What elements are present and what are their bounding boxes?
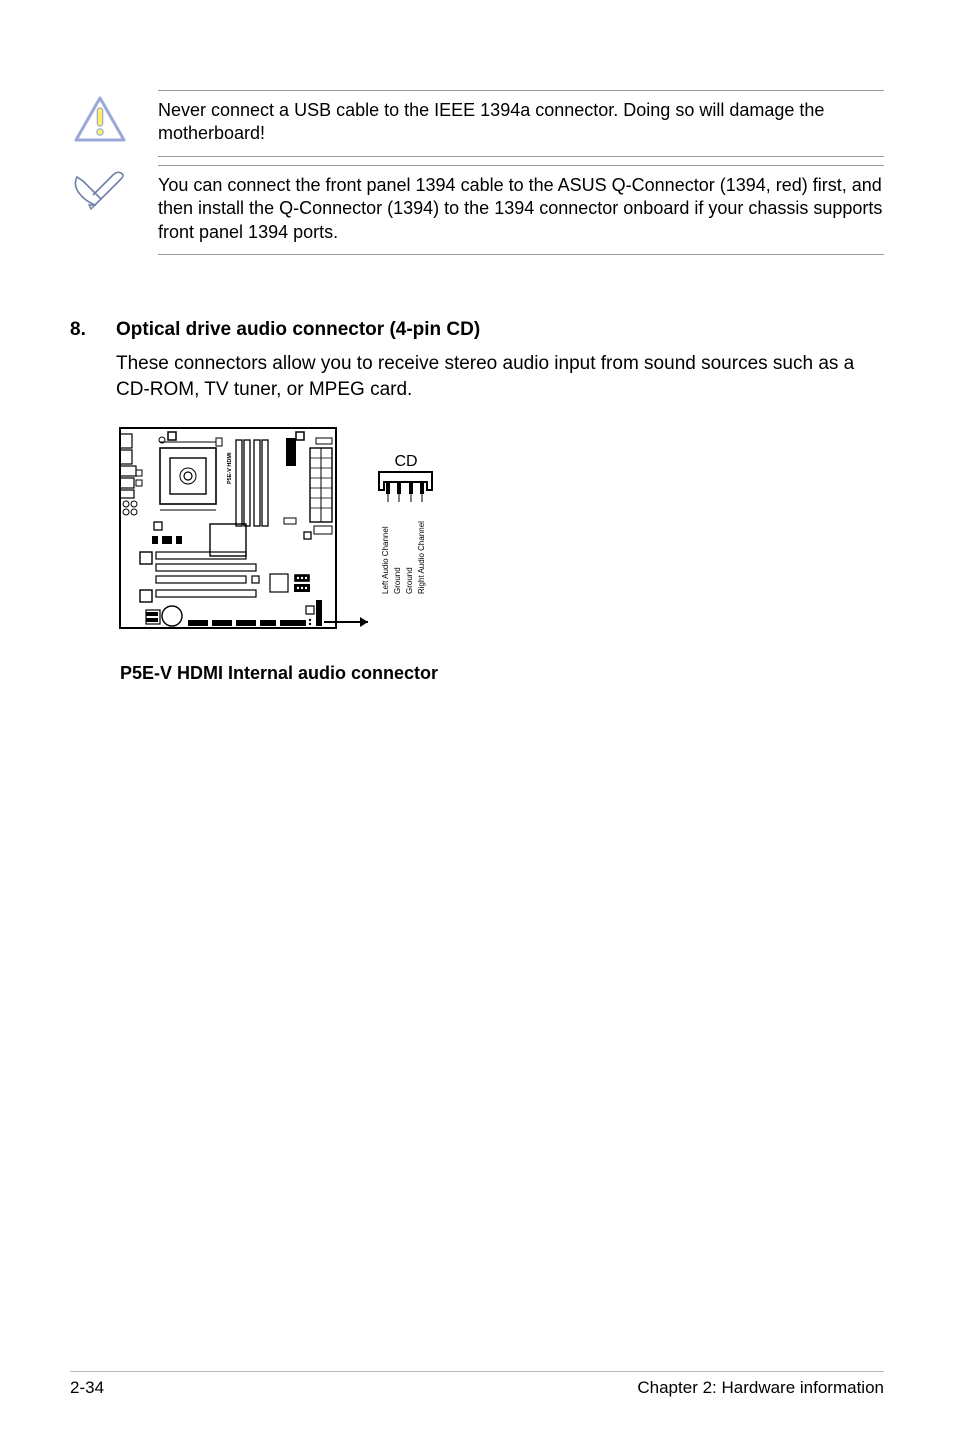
- section-8: 8. Optical drive audio connector (4-pin …: [70, 319, 884, 684]
- pin-label-1: Left Audio Channel: [381, 526, 390, 594]
- page-root: Never connect a USB cable to the IEEE 13…: [0, 0, 954, 1438]
- warning-note: Never connect a USB cable to the IEEE 13…: [70, 90, 884, 157]
- warning-text: Never connect a USB cable to the IEEE 13…: [158, 90, 884, 157]
- pin-label-3: Ground: [405, 568, 414, 595]
- section-body: Optical drive audio connector (4-pin CD)…: [116, 319, 884, 684]
- diagram-container: P5E-V HDMI: [116, 424, 884, 684]
- board-name-label: P5E-V HDMI: [227, 452, 233, 484]
- section-title: Optical drive audio connector (4-pin CD): [116, 319, 884, 341]
- section-number: 8.: [70, 319, 116, 684]
- warning-icon: [70, 90, 130, 142]
- pin-label-2: Ground: [393, 568, 402, 595]
- pencil-icon: [70, 165, 130, 211]
- section-paragraph: These connectors allow you to receive st…: [116, 351, 884, 402]
- motherboard-diagram: P5E-V HDMI: [116, 424, 516, 654]
- tip-note: You can connect the front panel 1394 cab…: [70, 165, 884, 255]
- cd-header-label: CD: [394, 453, 417, 470]
- page-footer: 2-34 Chapter 2: Hardware information: [70, 1371, 884, 1398]
- footer-page-number: 2-34: [70, 1378, 104, 1398]
- footer-chapter: Chapter 2: Hardware information: [637, 1378, 884, 1398]
- diagram-caption: P5E-V HDMI Internal audio connector: [120, 663, 884, 684]
- pin-label-4: Right Audio Channel: [417, 521, 426, 594]
- tip-text: You can connect the front panel 1394 cab…: [158, 165, 884, 255]
